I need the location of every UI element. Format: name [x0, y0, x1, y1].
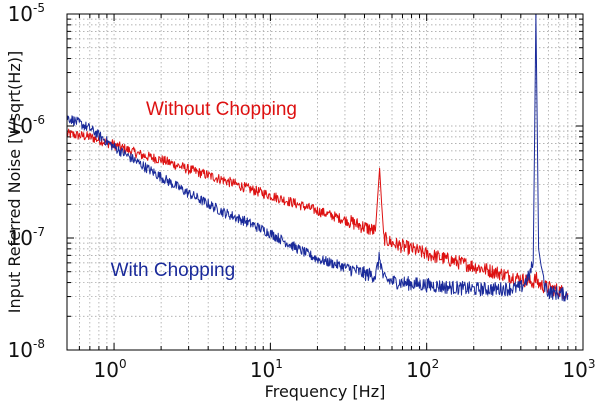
annotation-with-chopping: With Chopping	[111, 260, 236, 281]
plot-frame	[66, 13, 584, 351]
y-tick-label: 10-6	[8, 113, 45, 138]
series-group	[66, 13, 569, 302]
x-tick-label: 100	[94, 357, 127, 382]
x-tick-label: 101	[250, 357, 283, 382]
x-axis-label: Frequency [Hz]	[265, 382, 386, 401]
tick-labels: 100 101 102 103 10-8 10-7 10-6 10-5	[8, 1, 596, 382]
series-line-1	[66, 13, 569, 302]
y-axis-label: Input Referred Noise [V/sqrt(Hz)]	[5, 51, 24, 313]
x-tick-label: 103	[562, 357, 595, 382]
series-line-0	[66, 128, 569, 300]
annotation-without-chopping: Without Chopping	[146, 99, 297, 120]
x-tick-label: 102	[406, 357, 439, 382]
y-tick-label: 10-8	[8, 337, 45, 362]
y-tick-label: 10-5	[8, 1, 45, 26]
y-tick-label: 10-7	[8, 225, 45, 250]
annotations: Without Chopping With Chopping	[111, 99, 297, 281]
